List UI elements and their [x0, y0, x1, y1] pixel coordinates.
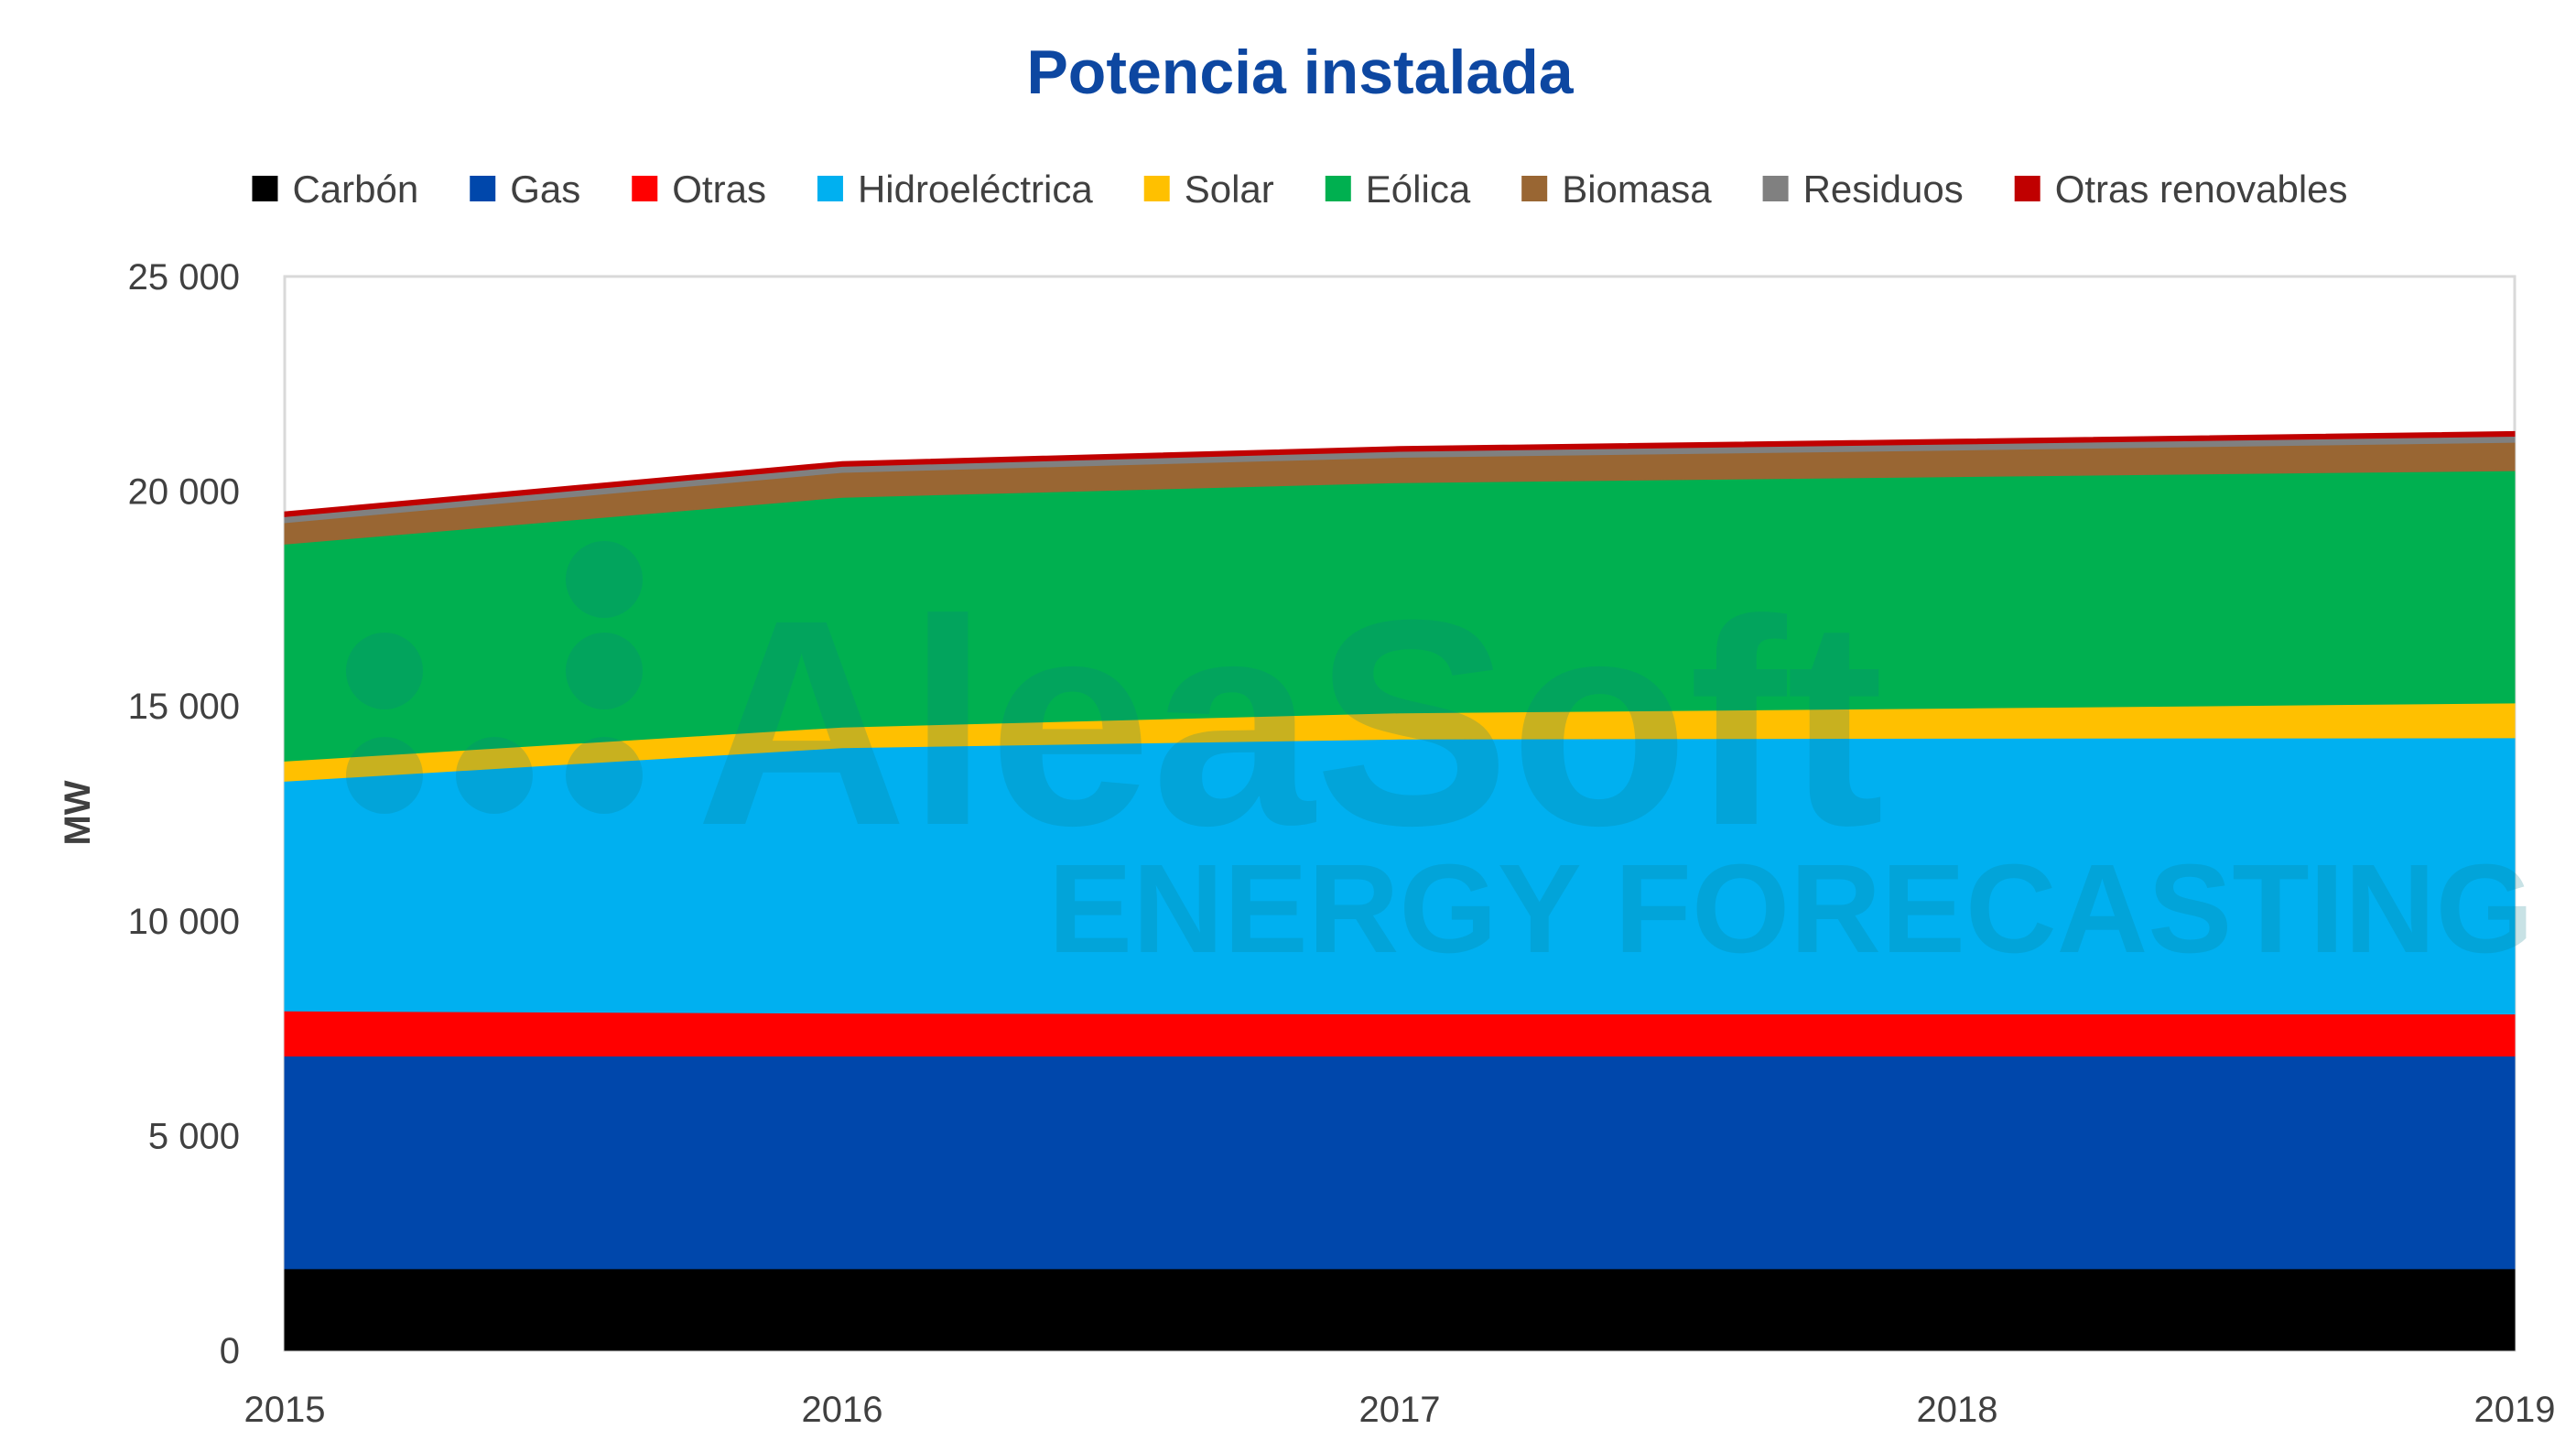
- legend-swatch: [632, 176, 658, 201]
- legend-label: Gas: [510, 168, 580, 211]
- legend-swatch: [1521, 176, 1548, 201]
- legend-label: Carbón: [292, 168, 418, 211]
- legend-item-solar: Solar: [1143, 168, 1274, 211]
- watermark-dot: [346, 633, 423, 709]
- x-tick-label: 2015: [244, 1390, 326, 1430]
- legend-swatch: [1762, 176, 1789, 201]
- legend-item-otras: Otras: [632, 168, 766, 211]
- legend-swatch: [252, 176, 278, 201]
- legend-label: Eólica: [1366, 168, 1471, 211]
- area-series-gas: [284, 1056, 2516, 1270]
- area-series-carbon: [284, 1268, 2516, 1351]
- y-tick-label: 15 000: [128, 687, 240, 727]
- legend-swatch: [817, 176, 843, 201]
- y-tick-label: 0: [220, 1331, 240, 1371]
- y-axis-title: MW: [58, 780, 98, 845]
- legend: Carbón Gas Otras Hidroeléctrica Solar Eólica B…: [252, 168, 2348, 211]
- legend-label: Solar: [1185, 168, 1274, 211]
- legend-item-hidroelectrica: Hidroeléctrica: [817, 168, 1093, 211]
- legend-label: Biomasa: [1562, 168, 1712, 211]
- area-series-otras-renovables: [284, 430, 2516, 517]
- y-tick-label: 25 000: [128, 257, 240, 298]
- legend-label: Otras: [672, 168, 766, 211]
- legend-item-eolica: Eólica: [1325, 168, 1471, 211]
- x-tick-label: 2018: [1917, 1390, 1998, 1430]
- y-tick-label: 20 000: [128, 472, 240, 513]
- watermark-dot: [566, 737, 643, 814]
- y-tick-label: 10 000: [128, 902, 240, 942]
- legend-item-otras-renovables: Otras renovables: [2014, 168, 2348, 211]
- chart-title: Potencia instalada: [1026, 38, 1574, 107]
- watermark-tagline: ENERGY FORECASTING: [1048, 839, 2534, 980]
- legend-label: Residuos: [1803, 168, 1964, 211]
- legend-item-residuos: Residuos: [1762, 168, 1964, 211]
- x-tick-label: 2019: [2474, 1390, 2556, 1430]
- y-tick-label: 5 000: [148, 1116, 240, 1156]
- legend-swatch: [1325, 176, 1351, 201]
- watermark-dot: [566, 633, 643, 709]
- legend-swatch: [470, 176, 496, 201]
- watermark-dot: [566, 541, 643, 618]
- legend-item-gas: Gas: [470, 168, 580, 211]
- y-axis-ticks: 0 5 000 10 000 15 000 20 000 25 000: [128, 257, 240, 1371]
- legend-item-carbon: Carbón: [252, 168, 418, 211]
- stacked-areas: [284, 430, 2516, 1351]
- area-series-otras: [284, 1010, 2516, 1057]
- legend-item-biomasa: Biomasa: [1521, 168, 1712, 211]
- watermark-brand: AleaSoft: [696, 558, 1884, 886]
- legend-label: Hidroeléctrica: [858, 168, 1093, 211]
- legend-swatch: [2014, 176, 2040, 201]
- legend-label: Otras renovables: [2055, 168, 2348, 211]
- x-tick-label: 2016: [802, 1390, 883, 1430]
- x-tick-label: 2017: [1359, 1390, 1441, 1430]
- legend-swatch: [1143, 176, 1170, 201]
- watermark-dot: [456, 737, 533, 814]
- watermark-dot: [346, 737, 423, 814]
- x-axis-ticks: 2015 2016 2017 2018 2019: [244, 1390, 2556, 1430]
